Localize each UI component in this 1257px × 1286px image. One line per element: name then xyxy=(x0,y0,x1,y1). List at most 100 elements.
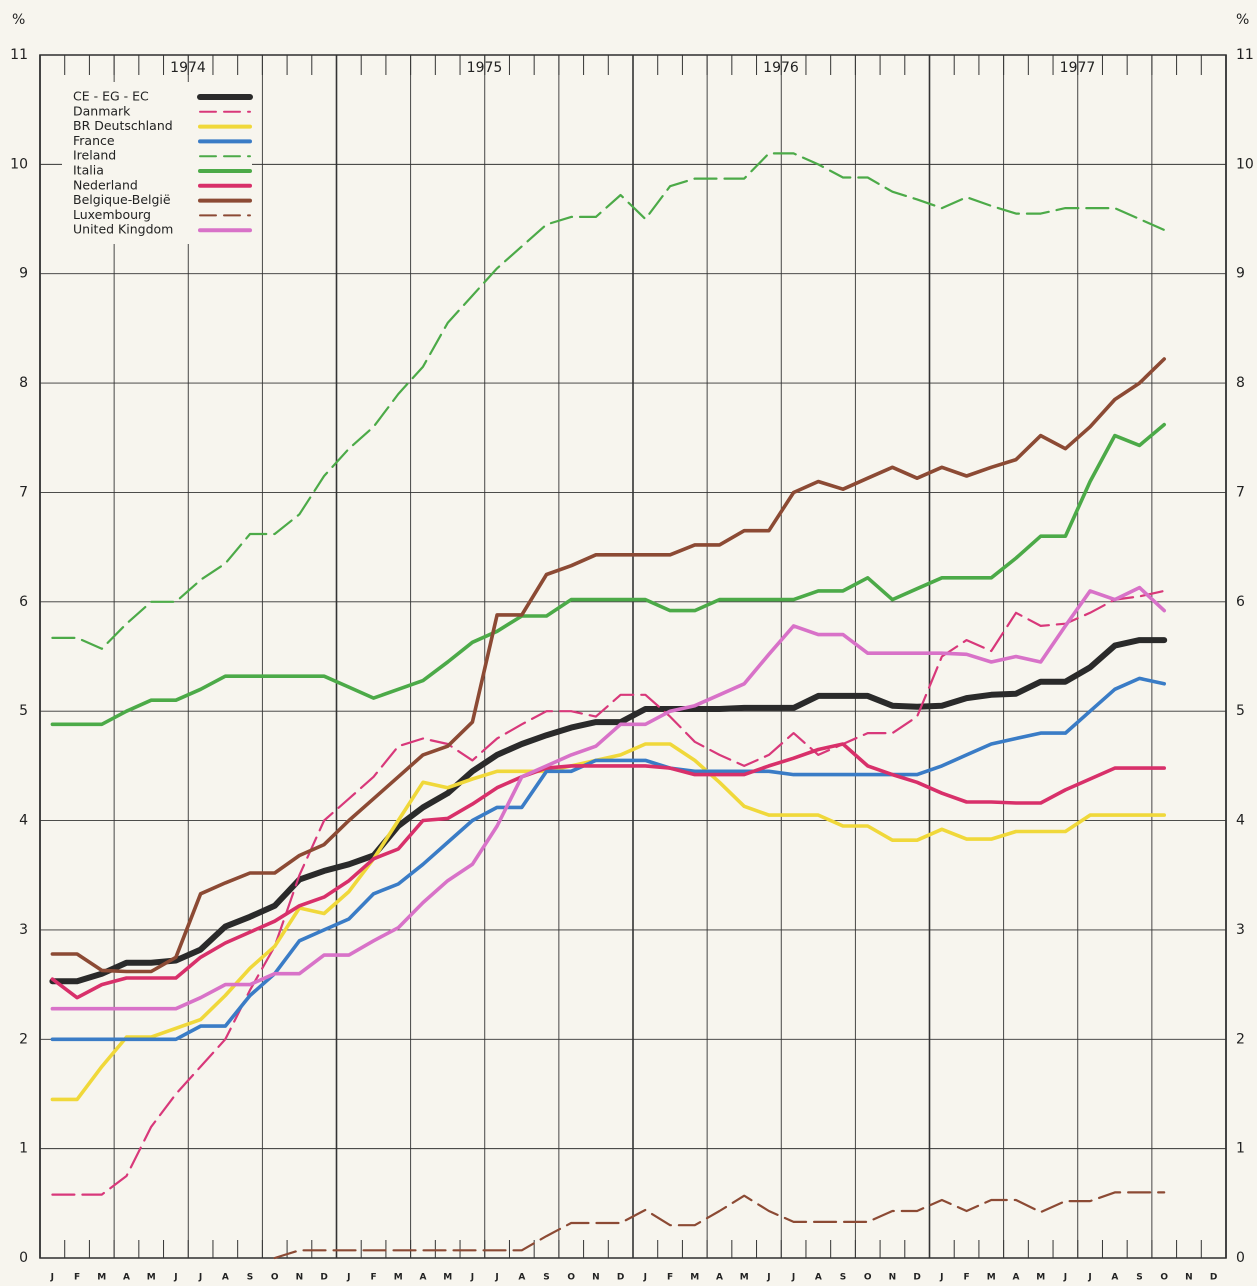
series-line xyxy=(50,422,1166,727)
y-tick-label: 8 xyxy=(19,375,28,391)
x-tick-label: J xyxy=(1087,1273,1091,1283)
legend-label: Luxembourg xyxy=(73,207,151,222)
y-tick-label: 4 xyxy=(19,813,28,829)
series-line xyxy=(50,676,1166,1042)
y2-tick-label: 8 xyxy=(1236,375,1245,391)
series-line xyxy=(51,589,1166,1196)
x-tick-label: J xyxy=(50,1273,54,1283)
y2-tick-label: 10 xyxy=(1236,156,1254,172)
x-tick-label: D xyxy=(320,1273,327,1283)
series-line xyxy=(273,1191,1166,1260)
x-tick-label: S xyxy=(247,1273,253,1283)
y2-tick-label: 0 xyxy=(1236,1250,1245,1266)
x-tick-label: D xyxy=(1210,1273,1217,1283)
x-tick-label: M xyxy=(147,1273,156,1283)
x-tick-label: F xyxy=(370,1273,376,1283)
y-tick-label: 10 xyxy=(10,156,28,172)
x-tick-label: A xyxy=(222,1273,229,1283)
y2-tick-label: 4 xyxy=(1236,813,1245,829)
legend-label: United Kingdom xyxy=(73,222,173,237)
x-tick-label: A xyxy=(815,1273,822,1283)
y-tick-label: 2 xyxy=(19,1031,28,1047)
x-tick-label: J xyxy=(1063,1273,1067,1283)
series-line xyxy=(50,357,1166,974)
year-label: 1977 xyxy=(1060,60,1096,76)
y2-tick-label: 1 xyxy=(1236,1141,1245,1157)
legend-label: Danmark xyxy=(73,103,131,118)
x-tick-label: N xyxy=(889,1273,897,1283)
legend-label: Italia xyxy=(73,163,104,178)
x-tick-label: O xyxy=(567,1273,575,1283)
x-tick-label: J xyxy=(766,1273,770,1283)
series-line xyxy=(49,637,1168,985)
x-tick-label: J xyxy=(643,1273,647,1283)
x-tick-label: S xyxy=(543,1273,549,1283)
y-tick-label: 7 xyxy=(19,484,28,500)
y2-axis-label: % xyxy=(1236,12,1249,28)
x-tick-label: A xyxy=(1111,1273,1118,1283)
x-tick-label: A xyxy=(1012,1273,1019,1283)
y-axis-label: % xyxy=(12,12,25,28)
y2-tick-label: 7 xyxy=(1236,484,1245,500)
y2-tick-label: 6 xyxy=(1236,594,1245,610)
x-tick-label: F xyxy=(74,1273,80,1283)
series-line xyxy=(50,585,1166,1011)
legend-label: France xyxy=(73,133,115,148)
y-tick-label: 11 xyxy=(10,47,28,63)
legend-label: BR Deutschland xyxy=(73,118,173,133)
x-tick-label: F xyxy=(667,1273,673,1283)
x-tick-label: J xyxy=(198,1273,202,1283)
y-tick-label: 0 xyxy=(19,1250,28,1266)
x-tick-label: J xyxy=(791,1273,795,1283)
legend-label: Belgique-België xyxy=(73,192,171,207)
x-tick-label: M xyxy=(740,1273,749,1283)
x-tick-label: N xyxy=(296,1273,304,1283)
x-tick-label: D xyxy=(617,1273,624,1283)
x-tick-label: J xyxy=(939,1273,943,1283)
x-tick-label: J xyxy=(470,1273,474,1283)
y2-tick-label: 5 xyxy=(1236,703,1245,719)
series-line xyxy=(51,152,1166,650)
x-tick-label: M xyxy=(690,1273,699,1283)
series-line xyxy=(50,742,1166,1102)
year-label: 1976 xyxy=(763,60,799,76)
x-tick-label: N xyxy=(592,1273,600,1283)
y-tick-label: 1 xyxy=(19,1141,28,1157)
y2-tick-label: 11 xyxy=(1236,47,1254,63)
series-line xyxy=(50,742,1166,1000)
x-tick-label: A xyxy=(123,1273,130,1283)
x-tick-label: J xyxy=(173,1273,177,1283)
x-tick-label: O xyxy=(271,1273,279,1283)
year-label: 1975 xyxy=(467,60,503,76)
legend-box xyxy=(62,82,252,244)
x-tick-label: A xyxy=(518,1273,525,1283)
y2-tick-label: 9 xyxy=(1236,266,1245,282)
y-tick-label: 5 xyxy=(19,703,28,719)
y-tick-label: 9 xyxy=(19,266,28,282)
x-tick-label: J xyxy=(346,1273,350,1283)
x-tick-label: A xyxy=(716,1273,723,1283)
legend-label: Nederland xyxy=(73,177,138,192)
x-tick-label: O xyxy=(864,1273,872,1283)
y-tick-label: 3 xyxy=(19,922,28,938)
x-tick-label: M xyxy=(97,1273,106,1283)
legend-label: CE - EG - EC xyxy=(73,89,149,104)
y2-tick-label: 3 xyxy=(1236,922,1245,938)
y-tick-label: 6 xyxy=(19,594,28,610)
x-tick-label: F xyxy=(963,1273,969,1283)
x-tick-label: N xyxy=(1185,1273,1193,1283)
y2-tick-label: 2 xyxy=(1236,1031,1245,1047)
x-tick-label: O xyxy=(1160,1273,1168,1283)
legend-label: Ireland xyxy=(73,148,116,163)
x-tick-label: M xyxy=(394,1273,403,1283)
x-tick-label: M xyxy=(987,1273,996,1283)
x-tick-label: J xyxy=(494,1273,498,1283)
x-tick-label: A xyxy=(419,1273,426,1283)
x-tick-label: M xyxy=(443,1273,452,1283)
x-tick-label: D xyxy=(913,1273,920,1283)
year-label: 1974 xyxy=(170,60,206,76)
x-tick-label: S xyxy=(1136,1273,1142,1283)
x-tick-label: S xyxy=(840,1273,846,1283)
x-tick-label: M xyxy=(1036,1273,1045,1283)
